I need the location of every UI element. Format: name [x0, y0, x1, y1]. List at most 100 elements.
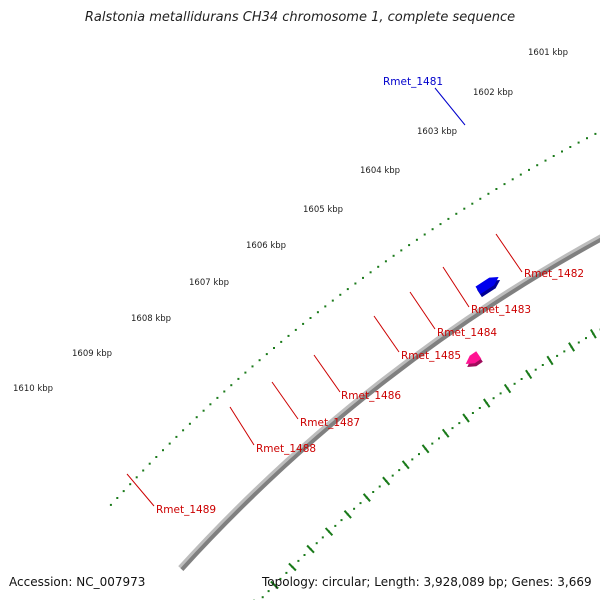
inner-tick-mark [324, 527, 334, 536]
outer-tick-dot [287, 334, 290, 337]
scale-label: 1608 kbp [131, 314, 171, 324]
gene-label: Rmet_1489 [156, 504, 216, 516]
inner-tick-dot [267, 590, 270, 593]
outer-tick-dot [122, 490, 125, 493]
label-leader-line [495, 233, 523, 273]
outer-tick-dot [182, 429, 185, 432]
inner-tick-track [253, 328, 600, 600]
outer-tick-dot [447, 217, 450, 220]
outer-tick-dot [561, 150, 563, 153]
scale-labels: 1601 kbp 1602 kbp 1603 kbp 1604 kbp 1605 kbp… [13, 48, 568, 394]
gene-labels: Rmet_1481 Rmet_1482 Rmet_1483 Rmet_1484 Rmet… [156, 76, 584, 516]
inner-tick-dot [297, 559, 300, 562]
gene-label: Rmet_1484 [437, 327, 497, 339]
gene-label: Rmet_1482 [524, 268, 584, 280]
inner-tick-dot [378, 485, 381, 488]
outer-tick-dot [273, 347, 275, 349]
scale-label: 1606 kbp [246, 241, 286, 251]
inner-tick-mark [343, 510, 352, 519]
outer-tick-dot [552, 155, 555, 157]
outer-tick-dot [324, 305, 327, 308]
outer-tick-track [109, 132, 597, 506]
outer-tick-dot [362, 276, 364, 279]
scale-label: 1603 kbp [417, 127, 457, 137]
inner-tick-mark [401, 460, 410, 470]
outer-tick-dot [503, 183, 506, 186]
outer-tick-dot [237, 377, 240, 380]
inner-tick-dot [478, 407, 481, 409]
inner-tick-dot [285, 571, 288, 574]
inner-tick-mark [421, 444, 430, 454]
outer-tick-dot [155, 456, 158, 458]
backbone-shadow [178, 234, 600, 569]
inner-tick-mark [362, 493, 371, 502]
outer-tick-dot [346, 288, 349, 291]
gene-label: Rmet_1485 [401, 350, 461, 362]
outer-tick-dot [258, 359, 261, 362]
outer-tick-dot [223, 390, 226, 393]
label-leader-line [313, 354, 341, 393]
inner-tick-mark [568, 342, 576, 352]
inner-tick-dot [334, 524, 337, 527]
outer-tick-dot [455, 212, 458, 215]
outer-tick-dot [479, 197, 482, 200]
outer-tick-dot [577, 141, 580, 144]
inner-tick-dot [438, 437, 440, 440]
gene-feature-blue [475, 277, 499, 295]
outer-tick-dot [354, 282, 357, 285]
inner-tick-dot [398, 469, 401, 472]
outer-tick-dot [471, 202, 474, 205]
inner-tick-dot [340, 519, 343, 522]
outer-tick-dot [495, 188, 498, 190]
scale-label: 1605 kbp [303, 205, 343, 215]
gene-label: Rmet_1487 [300, 417, 360, 429]
outer-tick-dot [339, 293, 342, 296]
inner-tick-dot [492, 397, 495, 400]
outer-tick-dot [408, 244, 411, 247]
label-leader-lines [126, 87, 523, 507]
scale-label: 1609 kbp [72, 349, 112, 359]
outer-tick-dot [586, 137, 588, 140]
scale-label: 1602 kbp [473, 88, 513, 98]
inner-tick-dot [451, 427, 454, 430]
scale-label: 1601 kbp [528, 48, 568, 58]
outer-tick-dot [168, 442, 171, 445]
inner-tick-dot [321, 536, 324, 539]
inner-tick-dot [541, 364, 544, 366]
outer-tick-dot [195, 416, 198, 419]
outer-tick-dot [369, 271, 372, 274]
outer-tick-dot [202, 409, 205, 412]
outer-tick-dot [511, 178, 514, 181]
outer-tick-dot [302, 322, 305, 325]
accession-label: Accession: NC_007973 [9, 575, 146, 589]
outer-tick-dot [251, 365, 254, 368]
outer-tick-dot [377, 265, 380, 268]
inner-tick-dot [471, 412, 474, 414]
outer-tick-dot [594, 132, 597, 135]
chromosome-backbone [178, 234, 600, 571]
inner-tick-dot [513, 382, 516, 385]
inner-tick-dot [534, 368, 537, 371]
outer-tick-dot [109, 503, 112, 506]
outer-tick-dot [294, 328, 297, 331]
outer-tick-dot [162, 449, 164, 452]
outer-tick-dot [142, 469, 145, 472]
outer-tick-dot [148, 462, 151, 465]
outer-tick-dot [423, 233, 426, 236]
inner-tick-mark [546, 355, 554, 366]
outer-tick-dot [487, 192, 490, 195]
inner-tick-mark [270, 580, 279, 590]
inner-tick-mark [382, 476, 391, 486]
outer-tick-dot [244, 371, 247, 374]
outer-tick-dot [463, 207, 466, 210]
inner-tick-mark [589, 328, 597, 339]
inner-tick-dot [577, 341, 580, 344]
inner-tick-dot [353, 507, 356, 510]
outer-tick-dot [439, 223, 442, 226]
gene-features [465, 277, 501, 367]
inner-tick-dot [556, 354, 559, 357]
inner-tick-dot [411, 458, 414, 461]
outer-tick-dot [129, 483, 132, 486]
inner-tick-dot [418, 453, 420, 456]
